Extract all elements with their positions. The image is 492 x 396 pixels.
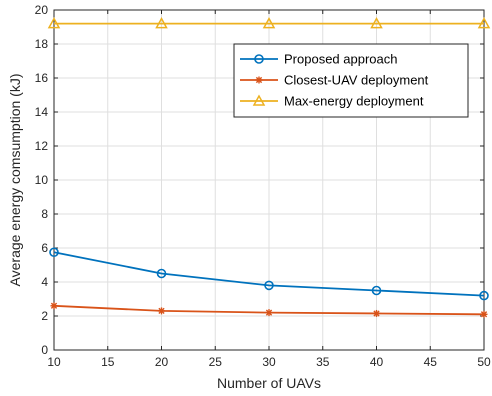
legend-marker [255, 76, 263, 84]
data-point [49, 247, 59, 258]
y-tick-label: 12 [35, 139, 49, 153]
series-group [47, 17, 491, 318]
x-tick-label: 15 [101, 355, 115, 369]
data-point [155, 17, 168, 29]
tick-labels: 10 15 20 25 30 35 40 45 50 0 2 4 6 8 10 12 14 16 18 20 [35, 3, 491, 369]
data-point [264, 280, 274, 291]
y-axis-label: Average energy comsumption (kJ) [7, 74, 23, 287]
x-tick-label: 45 [424, 355, 438, 369]
data-point [262, 17, 276, 29]
axes [53, 9, 485, 351]
legend-entry: Closest-UAV deployment [240, 73, 429, 88]
legend: Proposed approach Closest-UAV deployment M… [233, 43, 469, 118]
data-point [479, 290, 489, 301]
x-tick-label: 30 [262, 355, 276, 369]
x-tick-label: 25 [209, 355, 223, 369]
data-point [477, 17, 491, 29]
y-tick-label: 14 [35, 105, 49, 119]
legend-label: Max-energy deployment [284, 94, 424, 109]
data-point [371, 285, 382, 296]
legend-entry: Proposed approach [240, 52, 397, 67]
data-point [373, 309, 380, 317]
legend-marker [254, 54, 264, 64]
legend-entry: Max-energy deployment [240, 94, 424, 109]
x-tick-label: 10 [47, 355, 61, 369]
series-1 [50, 302, 488, 318]
y-tick-label: 20 [35, 3, 49, 17]
x-axis-label: Number of UAVs [217, 375, 321, 391]
y-tick-label: 10 [35, 173, 49, 187]
y-tick-label: 8 [41, 207, 48, 221]
data-point [47, 17, 61, 29]
legend-box [233, 43, 469, 118]
x-tick-label: 35 [316, 355, 330, 369]
series-0 [49, 247, 489, 301]
y-tick-label: 0 [41, 343, 48, 357]
data-point [265, 309, 273, 317]
data-point [156, 268, 167, 279]
series-2 [47, 17, 491, 29]
x-tick-label: 50 [477, 355, 491, 369]
data-point [370, 17, 383, 29]
legend-label: Proposed approach [284, 52, 397, 67]
legend-label: Closest-UAV deployment [284, 73, 429, 88]
data-point [158, 307, 165, 315]
y-tick-label: 2 [41, 309, 48, 323]
y-tick-label: 4 [41, 275, 48, 289]
data-point [480, 310, 488, 318]
x-tick-label: 20 [155, 355, 169, 369]
series-line [53, 251, 485, 297]
data-point [50, 302, 58, 310]
y-tick-label: 16 [35, 71, 49, 85]
legend-marker [252, 94, 266, 106]
y-tick-label: 18 [35, 37, 49, 51]
y-tick-label: 6 [41, 241, 48, 255]
x-tick-label: 40 [370, 355, 384, 369]
